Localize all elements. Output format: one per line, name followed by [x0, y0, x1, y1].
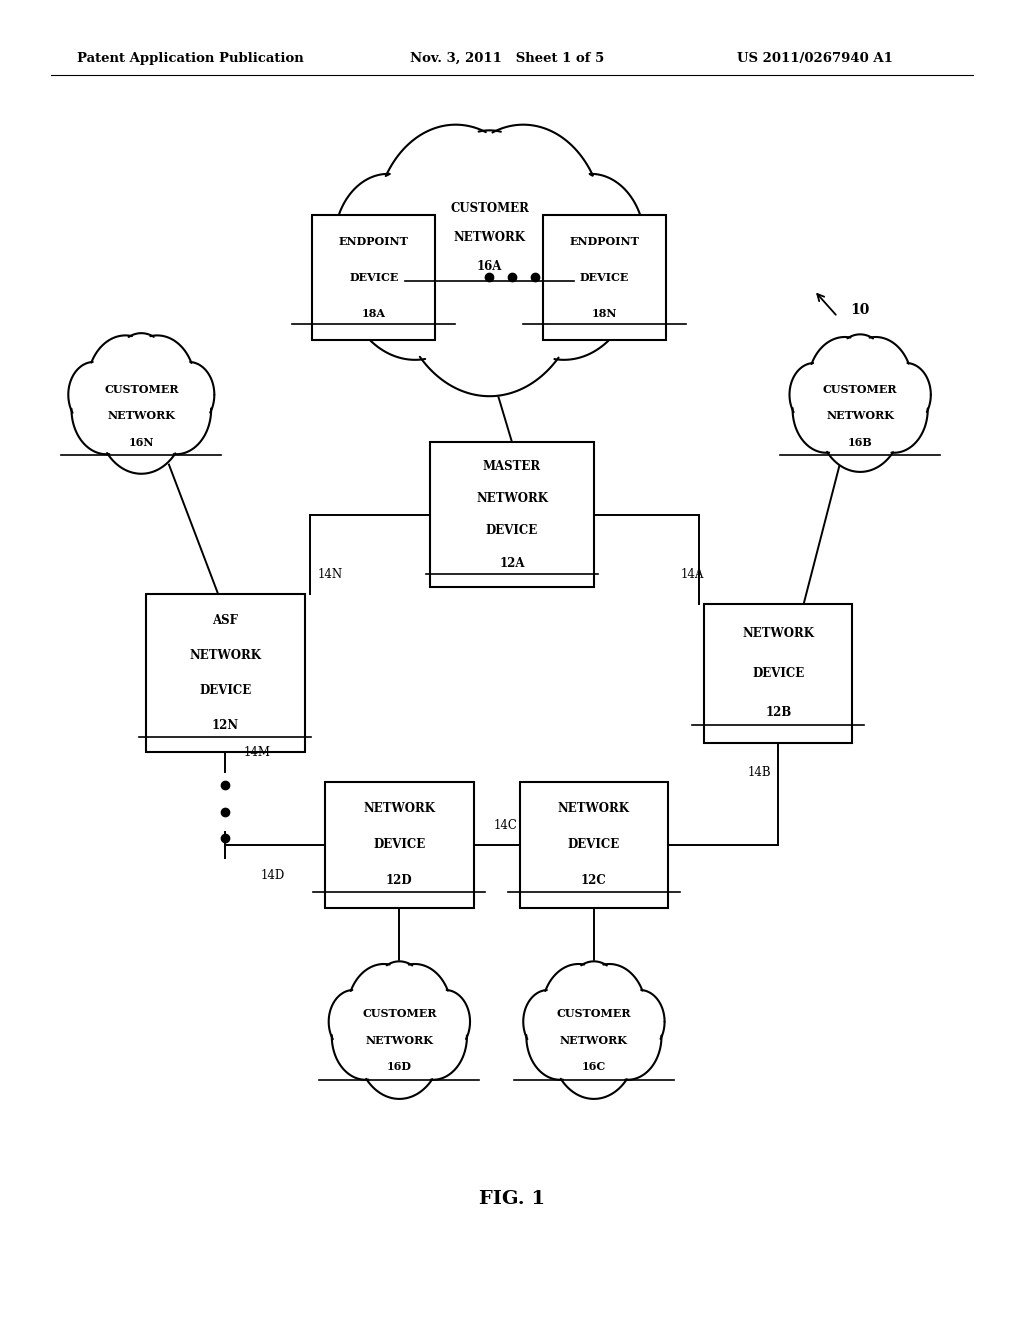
FancyBboxPatch shape	[430, 442, 594, 587]
Text: ENDPOINT: ENDPOINT	[569, 236, 639, 247]
Circle shape	[537, 174, 645, 313]
Text: CUSTOMER: CUSTOMER	[557, 1008, 631, 1019]
Text: DEVICE: DEVICE	[580, 272, 629, 282]
Circle shape	[808, 337, 882, 432]
Circle shape	[793, 366, 860, 453]
Text: NETWORK: NETWORK	[476, 492, 548, 506]
Text: DEVICE: DEVICE	[752, 667, 805, 680]
Text: 16D: 16D	[387, 1061, 412, 1072]
Text: CUSTOMER: CUSTOMER	[823, 384, 897, 395]
Circle shape	[551, 987, 637, 1098]
Text: 10: 10	[850, 304, 869, 317]
Text: 14N: 14N	[317, 568, 343, 581]
Text: 14B: 14B	[748, 766, 771, 779]
Circle shape	[375, 124, 537, 334]
Circle shape	[860, 366, 928, 453]
Text: 14M: 14M	[244, 746, 270, 759]
Text: ENDPOINT: ENDPOINT	[339, 236, 409, 247]
Circle shape	[372, 961, 427, 1032]
Text: 16N: 16N	[129, 437, 154, 447]
Text: 18N: 18N	[592, 308, 616, 318]
Circle shape	[87, 335, 164, 433]
Circle shape	[332, 993, 399, 1080]
FancyBboxPatch shape	[146, 594, 305, 752]
Circle shape	[378, 964, 452, 1059]
Circle shape	[329, 990, 378, 1053]
Text: 12A: 12A	[500, 557, 524, 570]
Text: 12C: 12C	[581, 874, 607, 887]
Circle shape	[882, 363, 931, 426]
Text: 12B: 12B	[765, 706, 792, 719]
Text: NETWORK: NETWORK	[454, 231, 525, 244]
Text: 18A: 18A	[361, 308, 386, 318]
FancyBboxPatch shape	[705, 605, 852, 742]
Text: DEVICE: DEVICE	[567, 838, 621, 851]
Text: NETWORK: NETWORK	[826, 411, 894, 421]
Text: CUSTOMER: CUSTOMER	[450, 202, 529, 215]
Circle shape	[526, 993, 594, 1080]
Text: 16A: 16A	[477, 260, 502, 273]
Text: 12D: 12D	[386, 874, 413, 887]
Text: US 2011/0267940 A1: US 2011/0267940 A1	[737, 51, 893, 65]
Circle shape	[97, 359, 185, 474]
Text: 14C: 14C	[494, 818, 517, 832]
Text: DEVICE: DEVICE	[349, 272, 398, 282]
Circle shape	[69, 362, 119, 428]
Circle shape	[356, 987, 442, 1098]
Circle shape	[542, 964, 615, 1059]
FancyBboxPatch shape	[543, 214, 666, 339]
Text: DEVICE: DEVICE	[199, 684, 252, 697]
Circle shape	[141, 364, 211, 454]
Text: 14D: 14D	[261, 869, 286, 882]
Circle shape	[341, 168, 489, 360]
Circle shape	[442, 124, 604, 334]
Circle shape	[572, 964, 646, 1059]
Text: ASF: ASF	[212, 614, 239, 627]
FancyBboxPatch shape	[519, 781, 668, 908]
Text: 16B: 16B	[848, 437, 872, 447]
Text: 16C: 16C	[582, 1061, 606, 1072]
Text: NETWORK: NETWORK	[189, 649, 261, 663]
Text: DEVICE: DEVICE	[485, 524, 539, 537]
Circle shape	[421, 990, 470, 1053]
Text: 12N: 12N	[212, 719, 239, 733]
Circle shape	[399, 993, 467, 1080]
Circle shape	[489, 168, 638, 360]
Circle shape	[839, 337, 912, 432]
Circle shape	[395, 152, 584, 396]
Text: DEVICE: DEVICE	[373, 838, 426, 851]
Circle shape	[429, 131, 550, 288]
FancyBboxPatch shape	[312, 214, 435, 339]
Text: Patent Application Publication: Patent Application Publication	[77, 51, 303, 65]
Circle shape	[790, 363, 839, 426]
Text: MASTER: MASTER	[483, 459, 541, 473]
Circle shape	[347, 964, 421, 1059]
Circle shape	[119, 335, 196, 433]
Circle shape	[334, 174, 442, 313]
Circle shape	[817, 360, 903, 473]
Text: NETWORK: NETWORK	[558, 803, 630, 816]
Circle shape	[566, 961, 622, 1032]
Text: Nov. 3, 2011   Sheet 1 of 5: Nov. 3, 2011 Sheet 1 of 5	[410, 51, 604, 65]
Text: 14A: 14A	[681, 568, 705, 581]
Circle shape	[833, 334, 888, 405]
Circle shape	[72, 364, 141, 454]
Circle shape	[164, 362, 214, 428]
Circle shape	[523, 990, 572, 1053]
FancyBboxPatch shape	[326, 781, 473, 908]
Text: NETWORK: NETWORK	[742, 627, 814, 640]
Text: CUSTOMER: CUSTOMER	[104, 384, 178, 395]
Circle shape	[594, 993, 662, 1080]
Text: NETWORK: NETWORK	[108, 411, 175, 421]
Circle shape	[113, 333, 170, 407]
Circle shape	[615, 990, 665, 1053]
Text: NETWORK: NETWORK	[364, 803, 435, 816]
Text: NETWORK: NETWORK	[366, 1035, 433, 1045]
Text: NETWORK: NETWORK	[560, 1035, 628, 1045]
Text: CUSTOMER: CUSTOMER	[362, 1008, 436, 1019]
Text: FIG. 1: FIG. 1	[479, 1189, 545, 1208]
